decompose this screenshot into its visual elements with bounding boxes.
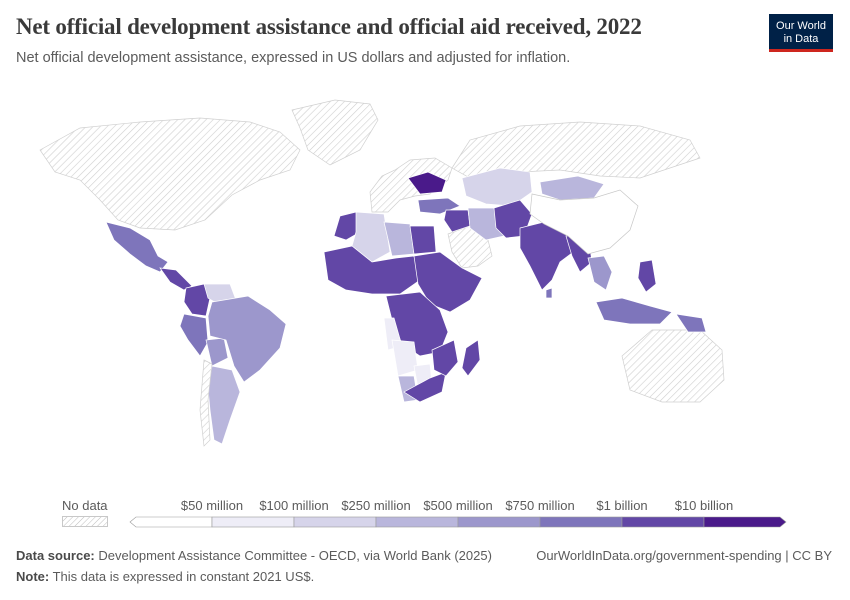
legend-no-data-swatch — [62, 516, 108, 527]
legend-tick-label: $750 million — [505, 498, 575, 513]
logo-accent-bar — [769, 49, 833, 52]
region-peru[interactable] — [179, 313, 209, 357]
region-papua[interactable] — [675, 313, 707, 333]
legend-color-bin[interactable] — [539, 516, 623, 528]
legend-color-bin[interactable] — [129, 516, 213, 528]
footer-note-label: Note: — [16, 569, 50, 584]
legend-color-scale — [129, 516, 787, 528]
region-syria-iraq[interactable] — [443, 209, 471, 233]
chart-title: Net official development assistance and … — [16, 14, 642, 39]
legend-tick-label: $10 billion — [674, 498, 734, 513]
region-russia[interactable] — [451, 121, 701, 179]
legend-color-bin[interactable] — [375, 516, 459, 528]
region-madagascar[interactable] — [461, 339, 481, 377]
region-greenland[interactable] — [291, 99, 379, 166]
footer-url[interactable]: OurWorldInData.org/government-spending |… — [536, 548, 832, 563]
region-china[interactable] — [529, 189, 639, 255]
footer-source-label: Data source: — [16, 548, 95, 563]
logo-line-1: Our World — [776, 20, 826, 32]
legend-color-bin[interactable] — [457, 516, 541, 528]
region-central-america[interactable] — [159, 267, 193, 291]
region-north-america[interactable] — [39, 117, 301, 231]
region-mozambique[interactable] — [431, 339, 459, 377]
footer-note-text: This data is expressed in constant 2021 … — [52, 569, 315, 584]
legend-tick-label: $1 billion — [596, 498, 648, 513]
footer-note: Note: This data is expressed in constant… — [16, 569, 314, 584]
region-chile[interactable] — [199, 359, 213, 447]
region-sri-lanka[interactable] — [545, 287, 553, 299]
legend-color-bin[interactable] — [293, 516, 377, 528]
footer-source-text[interactable]: Development Assistance Committee - OECD,… — [98, 548, 492, 563]
region-egypt[interactable] — [409, 225, 437, 255]
legend-no-data-label: No data — [62, 498, 108, 513]
legend-tick-label: $50 million — [180, 498, 244, 513]
footer-source: Data source: Development Assistance Comm… — [16, 548, 492, 563]
region-philippines[interactable] — [637, 259, 657, 293]
legend-color-bin[interactable] — [621, 516, 705, 528]
region-angola[interactable] — [391, 339, 419, 377]
owid-logo[interactable]: Our World in Data — [769, 14, 833, 52]
region-south-africa[interactable] — [403, 371, 447, 403]
legend-tick-label: $250 million — [341, 498, 411, 513]
region-ukraine[interactable] — [407, 171, 447, 195]
region-central-asia[interactable] — [461, 167, 533, 207]
region-australia[interactable] — [621, 329, 725, 403]
region-bolivia[interactable] — [205, 337, 229, 367]
region-europe[interactable] — [369, 157, 453, 213]
region-indonesia[interactable] — [595, 297, 673, 325]
logo-line-2: in Data — [783, 32, 819, 45]
region-mongolia[interactable] — [539, 175, 605, 201]
region-brazil[interactable] — [207, 295, 287, 383]
region-argentina[interactable] — [207, 365, 241, 445]
world-map[interactable] — [0, 80, 850, 490]
legend-tick-label: $100 million — [259, 498, 329, 513]
chart-subtitle: Net official development assistance, exp… — [16, 50, 571, 66]
legend-color-bin[interactable] — [703, 516, 787, 528]
map-legend: No data $50 million $100 million $250 mi… — [0, 492, 850, 532]
legend-tick-label: $500 million — [423, 498, 493, 513]
region-sudan-ethiopia[interactable] — [413, 251, 483, 313]
legend-color-bin[interactable] — [211, 516, 295, 528]
region-indochina[interactable] — [587, 255, 613, 291]
region-north-africa-west[interactable] — [333, 211, 361, 241]
region-mexico[interactable] — [105, 221, 169, 273]
